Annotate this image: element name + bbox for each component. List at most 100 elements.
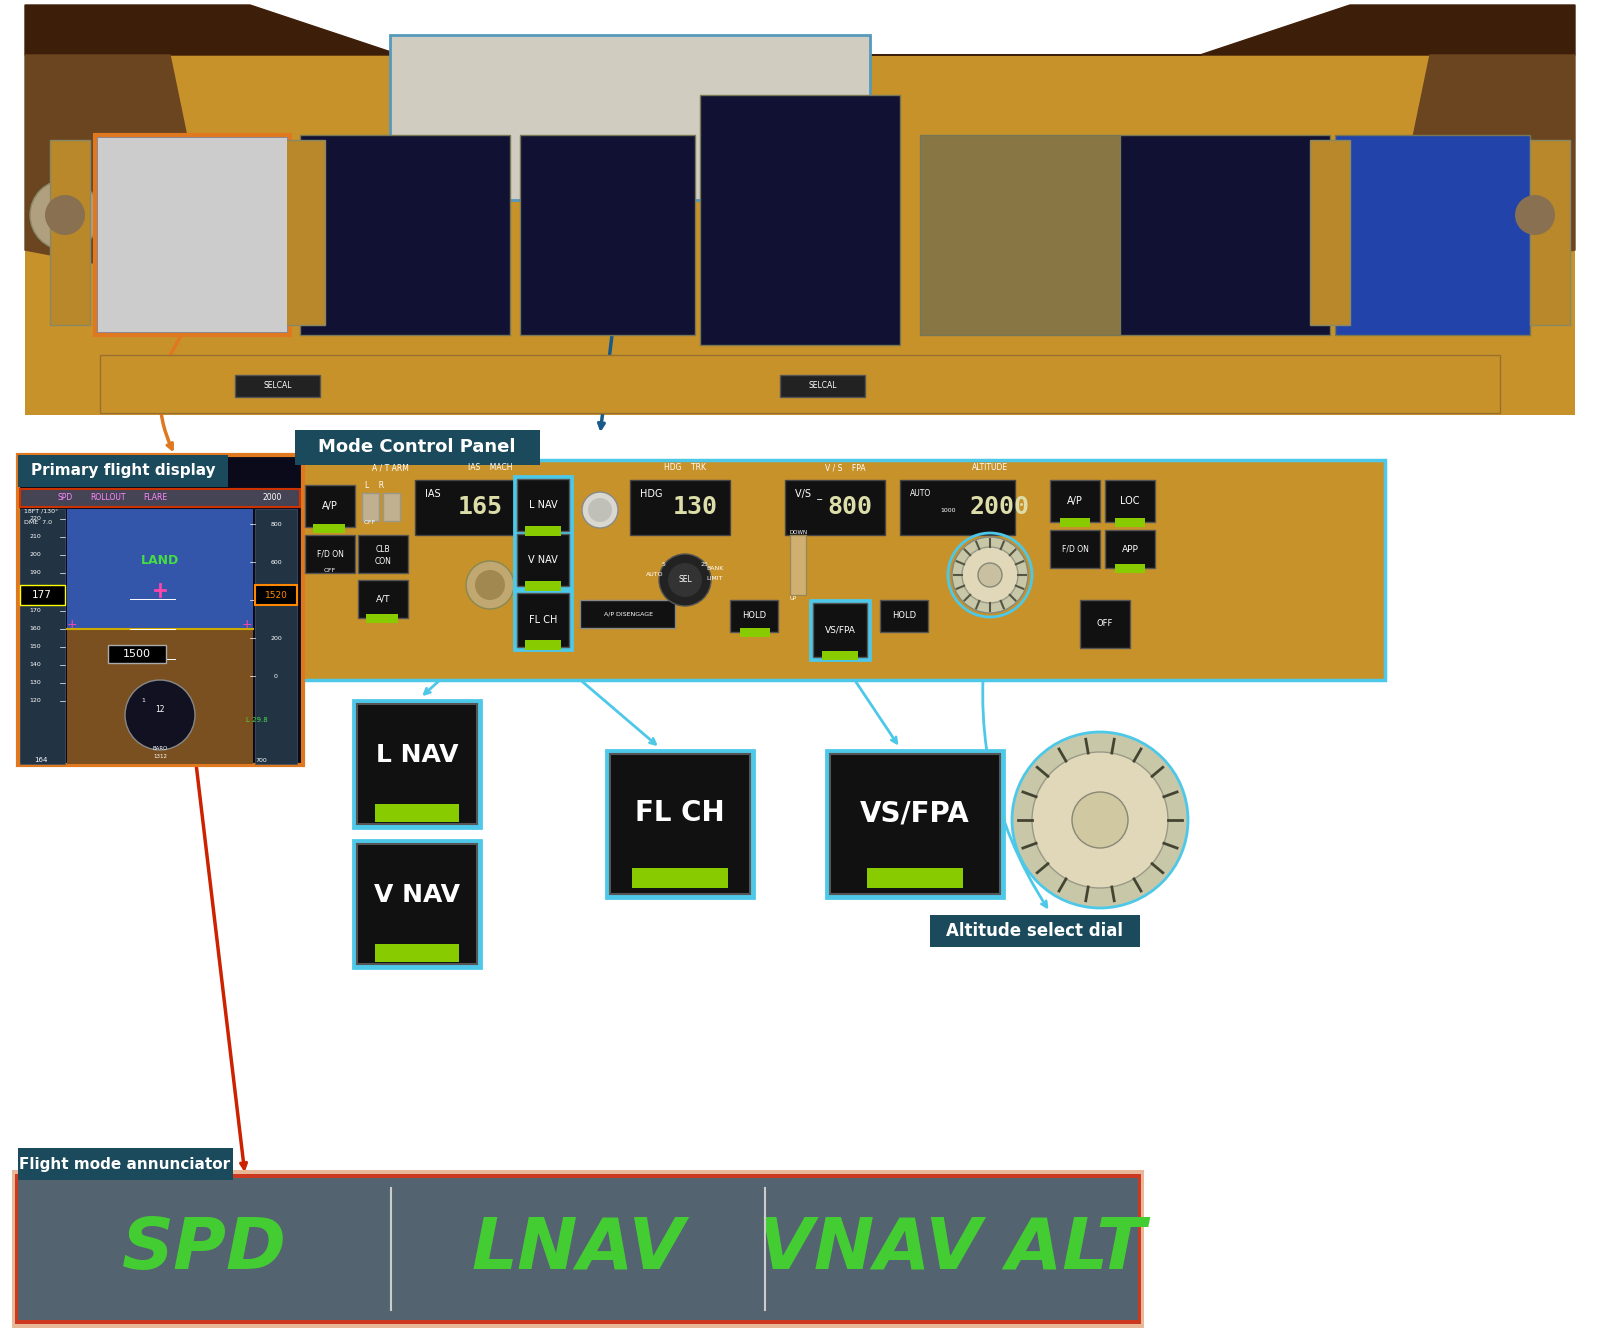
FancyBboxPatch shape: [14, 1173, 1141, 1324]
Circle shape: [978, 563, 1002, 587]
Text: LNAV: LNAV: [472, 1215, 685, 1284]
FancyBboxPatch shape: [294, 460, 1386, 681]
Circle shape: [1501, 180, 1570, 250]
FancyBboxPatch shape: [357, 705, 477, 825]
FancyBboxPatch shape: [67, 629, 253, 765]
FancyBboxPatch shape: [1059, 518, 1090, 527]
Text: 800: 800: [270, 522, 282, 526]
Circle shape: [30, 180, 99, 250]
Text: AUTO: AUTO: [646, 573, 664, 578]
FancyBboxPatch shape: [374, 944, 459, 962]
Text: +: +: [242, 618, 253, 631]
Text: 180: 180: [29, 589, 42, 594]
FancyBboxPatch shape: [314, 523, 346, 533]
Circle shape: [466, 561, 514, 609]
Text: VS/FPA: VS/FPA: [824, 626, 856, 634]
Text: 0: 0: [274, 674, 278, 678]
Circle shape: [952, 537, 1027, 613]
FancyBboxPatch shape: [358, 579, 408, 618]
Circle shape: [1013, 733, 1187, 908]
FancyBboxPatch shape: [579, 599, 675, 627]
Text: Mode Control Panel: Mode Control Panel: [318, 438, 515, 456]
FancyBboxPatch shape: [880, 599, 928, 631]
Text: L    R: L R: [365, 481, 384, 489]
FancyBboxPatch shape: [781, 376, 866, 397]
Text: FL CH: FL CH: [635, 799, 725, 827]
Circle shape: [659, 554, 710, 606]
FancyBboxPatch shape: [19, 489, 301, 507]
FancyBboxPatch shape: [254, 585, 298, 605]
Circle shape: [45, 194, 85, 234]
Text: SPD: SPD: [122, 1215, 286, 1284]
Text: L NAV: L NAV: [528, 500, 557, 510]
FancyBboxPatch shape: [414, 480, 515, 535]
FancyBboxPatch shape: [525, 581, 562, 591]
Text: SELCAL: SELCAL: [264, 381, 293, 390]
FancyBboxPatch shape: [517, 480, 570, 531]
Circle shape: [1515, 194, 1555, 234]
FancyBboxPatch shape: [826, 750, 1005, 898]
Text: VS/FPA: VS/FPA: [861, 799, 970, 827]
FancyBboxPatch shape: [354, 840, 482, 968]
FancyBboxPatch shape: [1120, 135, 1330, 336]
Text: A / T ARM: A / T ARM: [371, 464, 408, 473]
Text: 130: 130: [672, 496, 717, 519]
Text: 2000: 2000: [262, 493, 282, 502]
Polygon shape: [26, 55, 200, 270]
FancyBboxPatch shape: [730, 599, 778, 631]
Text: 170: 170: [29, 609, 42, 614]
Text: 220: 220: [29, 517, 42, 522]
FancyBboxPatch shape: [920, 135, 1120, 336]
FancyBboxPatch shape: [739, 627, 770, 637]
Circle shape: [582, 492, 618, 527]
Text: DOWN: DOWN: [790, 530, 808, 535]
Text: FL CH: FL CH: [530, 615, 557, 625]
Text: DME  7.0: DME 7.0: [24, 519, 51, 525]
Text: LAND: LAND: [141, 554, 179, 566]
Text: L NAV: L NAV: [376, 743, 458, 767]
FancyBboxPatch shape: [294, 430, 541, 465]
Text: A/T: A/T: [376, 594, 390, 603]
FancyBboxPatch shape: [301, 135, 510, 336]
FancyBboxPatch shape: [1106, 480, 1155, 522]
Circle shape: [125, 681, 195, 750]
Text: HDG: HDG: [640, 489, 662, 500]
FancyBboxPatch shape: [285, 140, 325, 325]
Text: 190: 190: [29, 570, 42, 575]
Text: VNAV ALT: VNAV ALT: [757, 1215, 1146, 1284]
Circle shape: [962, 547, 1018, 603]
Text: 12: 12: [155, 706, 165, 714]
FancyBboxPatch shape: [1106, 530, 1155, 567]
FancyBboxPatch shape: [366, 614, 398, 623]
FancyBboxPatch shape: [357, 844, 477, 964]
FancyBboxPatch shape: [235, 376, 320, 397]
FancyBboxPatch shape: [930, 915, 1139, 947]
Text: BANK: BANK: [706, 566, 723, 570]
FancyBboxPatch shape: [1310, 140, 1350, 325]
FancyBboxPatch shape: [358, 478, 413, 513]
Text: APP: APP: [1122, 545, 1139, 554]
FancyBboxPatch shape: [790, 535, 806, 595]
FancyBboxPatch shape: [109, 645, 166, 663]
FancyBboxPatch shape: [358, 535, 408, 573]
Text: LIMIT: LIMIT: [707, 575, 723, 581]
Text: 200: 200: [270, 635, 282, 641]
Text: CON: CON: [374, 557, 392, 566]
FancyBboxPatch shape: [525, 526, 562, 535]
Text: 200: 200: [29, 553, 42, 558]
FancyBboxPatch shape: [867, 868, 963, 888]
Text: V NAV: V NAV: [528, 555, 558, 565]
Circle shape: [475, 570, 506, 599]
FancyBboxPatch shape: [99, 356, 1501, 413]
Text: 140: 140: [29, 662, 42, 667]
Text: HDG    TRK: HDG TRK: [664, 464, 706, 473]
Text: LOC: LOC: [1120, 496, 1139, 506]
FancyBboxPatch shape: [610, 754, 750, 894]
Text: 5: 5: [661, 562, 666, 567]
FancyBboxPatch shape: [18, 456, 302, 765]
Text: 400: 400: [270, 598, 282, 602]
Text: 1000: 1000: [941, 507, 955, 513]
FancyBboxPatch shape: [18, 456, 229, 488]
FancyBboxPatch shape: [630, 480, 730, 535]
FancyBboxPatch shape: [1334, 135, 1530, 336]
